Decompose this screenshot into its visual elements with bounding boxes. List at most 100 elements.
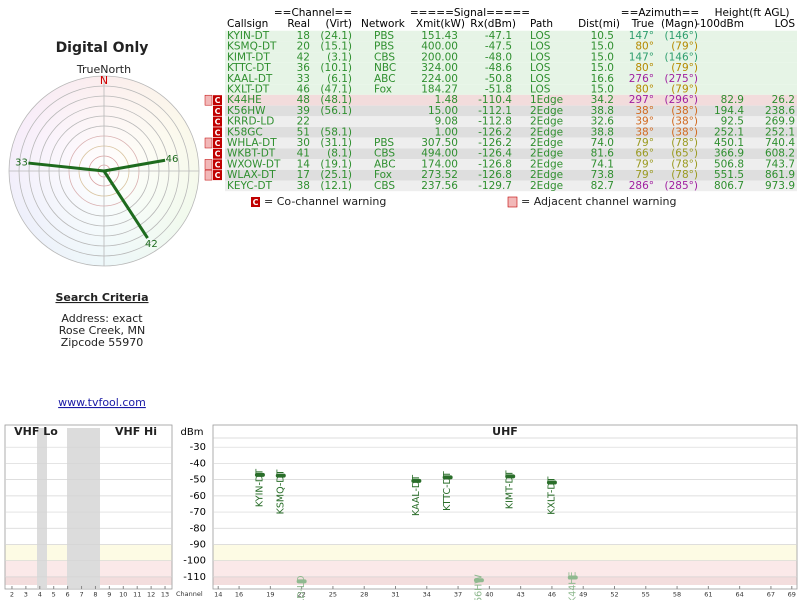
- table-cell: (285°): [665, 180, 698, 192]
- vhf-header: [12, 426, 37, 439]
- table-cell: 38°: [635, 126, 654, 138]
- table-cell: 17: [297, 169, 310, 181]
- row-background: [225, 84, 797, 95]
- table-cell: LOS: [530, 41, 551, 53]
- table-cell: 80°: [635, 62, 654, 74]
- signal-marker: [411, 478, 422, 483]
- table-cell: 92.5: [721, 116, 744, 128]
- table-cell: (3.1): [327, 51, 352, 63]
- table-cell: 39°: [635, 116, 654, 128]
- y-tick-label: -90: [190, 539, 206, 550]
- table-cell: 252.1: [765, 126, 795, 138]
- table-cell: 66°: [635, 148, 654, 160]
- row-background: [225, 105, 797, 117]
- table-cell: 9.08: [435, 116, 458, 128]
- table-cell: -48.0: [485, 51, 512, 63]
- table-cell: 743.7: [765, 158, 795, 170]
- table-cell: 38°: [635, 105, 654, 117]
- table-cell: 15.0: [591, 51, 614, 63]
- x-tick-label: 49: [579, 591, 587, 599]
- x-tick-label: 25: [329, 591, 337, 599]
- signal-marker: [505, 474, 516, 479]
- table-cell: 269.9: [765, 116, 795, 128]
- table-cell: 41: [297, 148, 310, 160]
- table-cell: -126.2: [478, 137, 512, 149]
- table-cell: 10.5: [591, 30, 614, 42]
- co-channel-icon: [251, 197, 260, 207]
- station-label: KTTC-DT: [442, 471, 453, 511]
- table-cell: (296°): [665, 94, 698, 106]
- x-tick-label: 13: [161, 591, 169, 599]
- table-cell: 15.0: [591, 41, 614, 53]
- table-cell: 174.00: [421, 158, 458, 170]
- signal-marker: [442, 475, 453, 480]
- table-cell: KSMQ-DT: [227, 41, 277, 53]
- x-tick-label: 43: [517, 591, 525, 599]
- table-cell: -47.1: [485, 30, 512, 42]
- station-label: KIMT-DT: [505, 470, 516, 509]
- table-cell: 15.0: [591, 84, 614, 96]
- signal-band: [213, 544, 797, 561]
- legend-text: = Adjacent channel warning: [521, 195, 677, 208]
- table-cell: (38°): [671, 126, 698, 138]
- table-cell: -126.2: [478, 126, 512, 138]
- table-cell: 79°: [635, 137, 654, 149]
- table-cell: KXLT-DT: [227, 84, 270, 96]
- table-cell: 806.7: [714, 180, 744, 192]
- x-tick-label: 34: [423, 591, 431, 599]
- table-cell: 2Edge: [530, 169, 563, 181]
- table-cell: 273.52: [421, 169, 458, 181]
- x-tick-label: 6: [66, 591, 70, 599]
- table-cell: (78°): [671, 158, 698, 170]
- table-cell: -112.8: [478, 116, 512, 128]
- co-channel-warning: [213, 116, 222, 127]
- x-tick-label: 61: [704, 591, 712, 599]
- table-cell: PBS: [374, 41, 394, 53]
- table-cell: 1.00: [435, 126, 458, 138]
- group-header: =====Signal=====: [410, 7, 530, 19]
- row-background: [225, 116, 797, 127]
- column-header: -100dBm: [696, 18, 744, 30]
- table-cell: 82.9: [721, 94, 744, 106]
- x-tick-label: 19: [266, 591, 274, 599]
- table-cell: (79°): [671, 41, 698, 53]
- co-channel-glyph: C: [215, 171, 221, 180]
- table-cell: LOS: [530, 84, 551, 96]
- table-cell: WHLA-DT: [227, 137, 277, 149]
- table-cell: 740.4: [765, 137, 795, 149]
- column-header: True: [631, 18, 654, 30]
- table-cell: (146°): [665, 51, 698, 63]
- table-cell: 276°: [629, 73, 654, 85]
- x-tick-label: 52: [610, 591, 618, 599]
- table-cell: 151.43: [421, 30, 458, 42]
- table-cell: (25.1): [320, 169, 352, 181]
- table-cell: 26.2: [772, 94, 795, 106]
- table-cell: NBC: [374, 62, 396, 74]
- table-cell: (24.1): [320, 30, 352, 42]
- table-cell: CBS: [374, 51, 395, 63]
- table-cell: 450.1: [714, 137, 744, 149]
- signal-marker: [275, 473, 286, 478]
- table-cell: 2Edge: [530, 105, 563, 117]
- panel-title: VHF Lo: [14, 425, 58, 438]
- table-cell: (78°): [671, 137, 698, 149]
- table-cell: (146°): [665, 30, 698, 42]
- co-channel-glyph: C: [215, 96, 221, 105]
- table-cell: (48.1): [320, 94, 352, 106]
- x-tick-label: 40: [485, 591, 493, 599]
- table-cell: 2Edge: [530, 158, 563, 170]
- table-cell: KYIN-DT: [227, 30, 270, 42]
- column-header: (Virt): [326, 18, 353, 30]
- ray-label: 33: [15, 157, 28, 168]
- table-cell: (38°): [671, 105, 698, 117]
- group-header: Height(ft AGL): [715, 7, 790, 19]
- panel-title: VHF Hi: [115, 425, 157, 438]
- table-cell: WXOW-DT: [227, 158, 281, 170]
- station-label: K44HE: [567, 572, 578, 600]
- table-cell: LOS: [530, 51, 551, 63]
- x-tick-label: 28: [360, 591, 368, 599]
- row-background: [225, 62, 797, 74]
- site-link[interactable]: www.tvfool.com: [58, 396, 146, 409]
- table-cell: 39: [297, 105, 310, 117]
- table-cell: 38: [297, 180, 310, 192]
